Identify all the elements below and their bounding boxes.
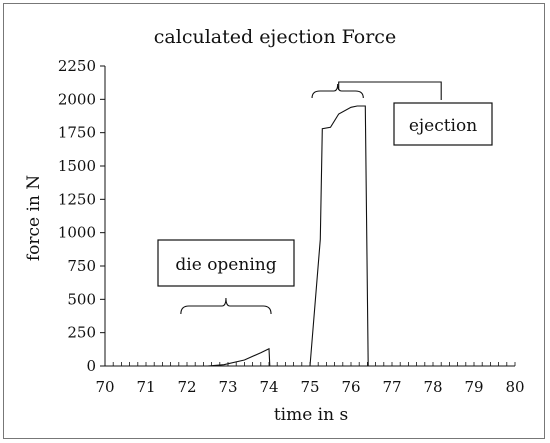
series-line bbox=[105, 105, 369, 367]
die-opening-bracket bbox=[180, 297, 272, 315]
annotations: die opening ejection bbox=[157, 81, 493, 315]
x-tick-label: 72 bbox=[177, 378, 196, 396]
y-tick-label: 1500 bbox=[58, 157, 96, 175]
y-tick-label: 1750 bbox=[58, 124, 96, 142]
x-tick-label: 79 bbox=[464, 378, 483, 396]
x-tick-label: 75 bbox=[300, 378, 319, 396]
x-tick-label: 71 bbox=[136, 378, 155, 396]
ejection-bracket bbox=[311, 83, 364, 99]
y-tick-label: 2000 bbox=[58, 90, 96, 108]
y-tick-label: 1000 bbox=[58, 224, 96, 242]
tick-labels: 0 250 500 750 1000 1250 1500 1750 2000 2250 70 71 72… bbox=[58, 57, 525, 396]
y-tick-label: 250 bbox=[67, 324, 96, 342]
die-opening-box bbox=[157, 239, 295, 287]
y-axis-label: force in N bbox=[24, 175, 44, 261]
die-opening-label: die opening bbox=[175, 255, 276, 275]
x-tick-label: 77 bbox=[382, 378, 401, 396]
y-tick-label: 500 bbox=[67, 290, 96, 308]
x-tick-label: 76 bbox=[341, 378, 360, 396]
y-tick-label: 750 bbox=[67, 257, 96, 275]
x-tick-label: 74 bbox=[259, 378, 278, 396]
y-tick-label: 2250 bbox=[58, 57, 96, 75]
chart-title: calculated ejection Force bbox=[154, 26, 396, 48]
ejection-label: ejection bbox=[409, 116, 477, 136]
y-tick-label: 0 bbox=[86, 357, 96, 375]
ejection-box bbox=[393, 102, 493, 146]
series-group bbox=[105, 105, 369, 367]
x-axis-label: time in s bbox=[274, 405, 348, 425]
x-tick-label: 70 bbox=[95, 378, 114, 396]
x-tick-label: 80 bbox=[505, 378, 524, 396]
x-tick-label: 73 bbox=[218, 378, 237, 396]
y-tick-label: 1250 bbox=[58, 190, 96, 208]
x-tick-label: 78 bbox=[423, 378, 442, 396]
ejection-connector bbox=[338, 81, 442, 100]
